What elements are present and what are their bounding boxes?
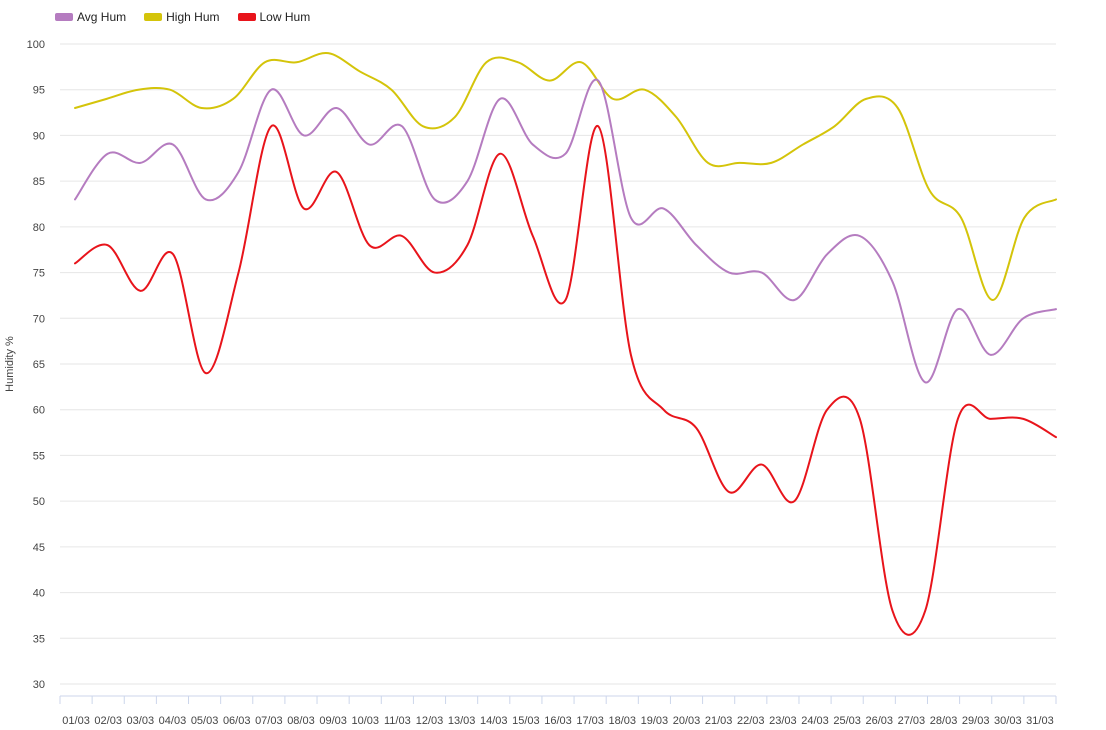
y-tick-label: 35: [33, 633, 45, 645]
x-tick-label: 03/03: [127, 715, 155, 727]
y-tick-label: 40: [33, 588, 45, 600]
series-line-avg-hum[interactable]: [74, 78, 1057, 384]
x-tick-label: 01/03: [62, 715, 90, 727]
x-tick-label: 29/03: [962, 715, 990, 727]
x-tick-label: 22/03: [737, 715, 765, 727]
high-hum-swatch: [144, 13, 163, 21]
y-tick-label: 50: [33, 496, 45, 508]
y-tick-label: 60: [33, 405, 45, 417]
y-tick-label: 75: [33, 268, 45, 280]
y-tick-label: 100: [27, 39, 45, 51]
y-tick-label: 55: [33, 450, 45, 462]
legend-item-low-hum[interactable]: Low Hum: [237, 10, 311, 24]
legend-item-avg-hum[interactable]: Avg Hum: [55, 10, 126, 24]
x-tick-label: 02/03: [94, 715, 122, 727]
series-line-high-hum[interactable]: [74, 52, 1057, 301]
x-tick-label: 04/03: [159, 715, 187, 727]
x-axis: 01/03 02/03 03/03 04/03 05/03 06/03 07/03 08/03…: [59, 695, 1057, 727]
y-tick-label: 45: [33, 542, 45, 554]
x-tick-label: 17/03: [576, 715, 604, 727]
x-tick-label: 06/03: [223, 715, 251, 727]
avg-hum-swatch: [55, 13, 73, 21]
x-tick-label: 15/03: [512, 715, 540, 727]
x-tick-label: 05/03: [191, 715, 219, 727]
x-tick-label: 25/03: [833, 715, 861, 727]
y-tick-label: 90: [33, 130, 45, 142]
y-tick-label: 70: [33, 313, 45, 325]
y-tick-label: 30: [33, 679, 45, 691]
legend-label-high-hum: High Hum: [166, 10, 220, 24]
x-tick-label: 27/03: [898, 715, 926, 727]
x-tick-label: 12/03: [416, 715, 444, 727]
x-tick-label: 14/03: [480, 715, 508, 727]
series-line-low-hum[interactable]: [74, 124, 1057, 636]
x-tick-label: 07/03: [255, 715, 283, 727]
x-tick-label: 23/03: [769, 715, 797, 727]
y-axis-label: Humidity %: [4, 336, 16, 392]
x-tick-label: 08/03: [287, 715, 315, 727]
series-lines: [74, 52, 1057, 636]
x-tick-label: 28/03: [930, 715, 958, 727]
x-tick-label: 26/03: [866, 715, 894, 727]
legend-label-avg-hum: Avg Hum: [77, 10, 127, 24]
x-tick-label: 19/03: [641, 715, 669, 727]
x-tick-label: 13/03: [448, 715, 476, 727]
legend-label-low-hum: Low Hum: [259, 10, 311, 24]
x-tick-label: 16/03: [544, 715, 572, 727]
x-tick-label: 31/03: [1026, 715, 1054, 727]
grid-lines: [60, 43, 1056, 685]
legend-item-high-hum[interactable]: High Hum: [144, 10, 220, 24]
y-tick-label: 80: [33, 222, 45, 234]
x-tick-label: 10/03: [351, 715, 379, 727]
y-tick-label: 65: [33, 359, 45, 371]
y-axis-ticks: 30 35 40 45 50 55 60 65 70 75 80 85 90 95 100: [27, 39, 45, 691]
y-tick-label: 85: [33, 176, 45, 188]
x-tick-label: 24/03: [801, 715, 829, 727]
x-tick-label: 30/03: [994, 715, 1022, 727]
x-tick-label: 18/03: [608, 715, 636, 727]
x-tick-label: 20/03: [673, 715, 701, 727]
x-tick-label: 21/03: [705, 715, 733, 727]
x-tick-label: 11/03: [384, 715, 411, 727]
y-tick-label: 95: [33, 85, 45, 97]
legend: Avg Hum High Hum Low Hum: [55, 10, 310, 24]
x-tick-label: 09/03: [319, 715, 347, 727]
low-hum-swatch: [237, 13, 256, 21]
